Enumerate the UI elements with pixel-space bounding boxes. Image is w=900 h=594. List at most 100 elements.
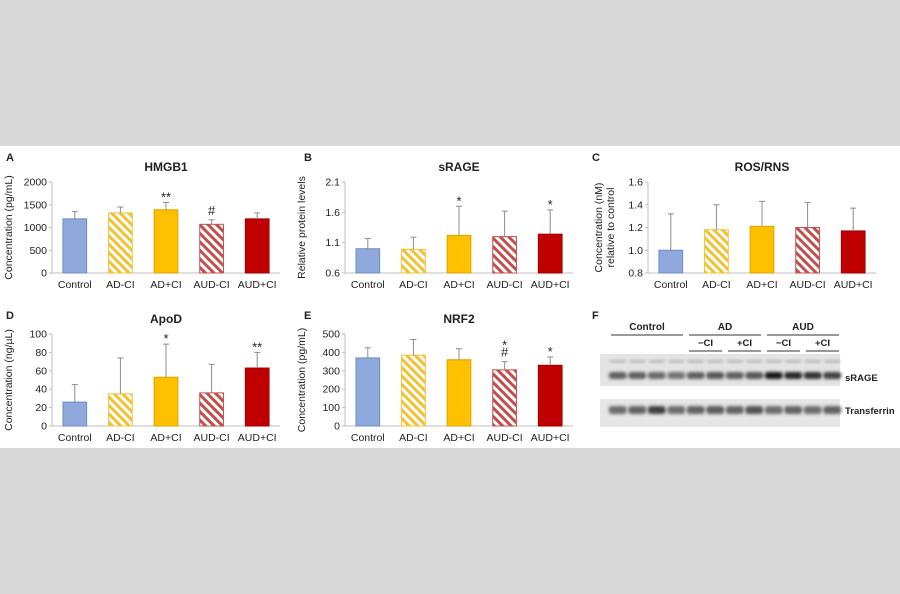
blot-band-srage [803, 372, 822, 379]
bar-aud-ci [795, 227, 820, 274]
blot-band-srage-faint [804, 360, 821, 363]
bar-ad+ci [749, 225, 775, 274]
x-tick-label: Control [351, 432, 385, 444]
chart-title: NRF2 [443, 312, 475, 326]
significance-marker: * [548, 344, 553, 359]
panel-letter-a: A [6, 152, 14, 164]
x-tick-label: AD+CI [150, 432, 181, 444]
blot-band-srage [764, 372, 783, 379]
bar-aud-ci [199, 223, 224, 274]
blot-band-srage [823, 372, 842, 379]
blot-band-srage-faint [746, 360, 763, 363]
significance-marker: # [501, 345, 509, 360]
chart-title: ROS/RNS [735, 160, 790, 174]
bar-aud-ci [492, 236, 517, 274]
bar-ad-ci [704, 229, 729, 274]
chart-title: HMGB1 [144, 160, 188, 174]
significance-marker: # [208, 203, 216, 218]
blot-band-transferrin [608, 406, 627, 414]
y-tick-label: 80 [35, 347, 47, 359]
panel-letter-f: F [592, 310, 599, 322]
blot-band-transferrin [647, 406, 666, 414]
y-tick-label: 500 [29, 245, 47, 257]
bar-aud-ci [492, 369, 517, 427]
x-tick-label: AD-CI [106, 279, 135, 291]
chart-title: ApoD [150, 312, 182, 326]
blot-group-label: AUD [792, 322, 814, 333]
y-tick-label: 20 [35, 402, 47, 414]
chart-ros-rns: ROS/RNS Concentration (nM) relative to con… [593, 160, 876, 291]
significance-marker: ** [161, 189, 171, 204]
bar-ad+ci [153, 209, 179, 274]
blot-band-srage-faint [785, 360, 802, 363]
blot-band-srage [706, 372, 725, 379]
blot-band-transferrin [667, 406, 686, 414]
x-tick-label: AD+CI [443, 279, 474, 291]
significance-marker: * [548, 197, 553, 212]
blot-band-srage [647, 372, 666, 379]
blot-subgroup-label: +CI [737, 338, 752, 349]
blot-band-srage-faint [668, 360, 685, 363]
blot-band-transferrin [745, 406, 764, 414]
blot-band-transferrin [803, 406, 822, 414]
blot-band-srage-faint [824, 360, 841, 363]
y-tick-label: 1.4 [628, 199, 643, 211]
bar-control [355, 248, 381, 274]
blot-subgroup-label: −CI [698, 338, 713, 349]
bar-ad-ci [401, 354, 426, 427]
x-tick-label: Control [58, 432, 92, 444]
x-tick-label: Control [654, 279, 688, 291]
chart-apod: ApoD Concentration (ng/µL) 0 20 40 60 80 100 Con… [3, 312, 280, 444]
panel-letter-d: D [6, 310, 14, 322]
y-tick-label: 100 [322, 402, 340, 414]
x-tick-label: AUD-CI [487, 279, 523, 291]
significance-marker: ** [252, 339, 262, 354]
chart-nrf2: NRF2 Concentration (pg/mL) 0 100 200 300 400 50… [296, 312, 573, 444]
significance-marker: * [456, 193, 461, 208]
x-tick-label: AUD+CI [531, 279, 570, 291]
blot-band-srage [686, 372, 705, 379]
bar-control [658, 249, 684, 274]
bar-ad-ci [108, 212, 133, 274]
blot-band-srage [608, 372, 627, 379]
y-tick-label: 40 [35, 384, 47, 396]
y-tick-label: 100 [29, 329, 47, 341]
y-tick-label: 0 [334, 421, 340, 433]
blot-group-label: AD [718, 322, 732, 333]
blot-band-srage-faint [648, 360, 665, 363]
blot-band-srage-faint [707, 360, 724, 363]
blot-band-label-transferrin: Transferrin [845, 406, 895, 417]
blot-band-srage [628, 372, 647, 379]
blot-subgroup-label: +CI [815, 338, 830, 349]
y-tick-label: 2000 [24, 177, 48, 189]
blot-band-srage-faint [629, 360, 646, 363]
x-tick-label: AUD+CI [834, 279, 873, 291]
bar-ad+ci [153, 376, 179, 427]
x-tick-label: AD+CI [746, 279, 777, 291]
y-tick-label: 1500 [24, 199, 48, 211]
panel-letter-b: B [304, 152, 312, 164]
blot-band-srage [784, 372, 803, 379]
y-axis-label: Concentration (pg/mL) [3, 175, 15, 279]
bar-aud+ci [244, 367, 270, 427]
x-tick-label: AD-CI [702, 279, 731, 291]
bar-aud+ci [840, 230, 866, 274]
bar-control [62, 218, 88, 274]
bar-control [355, 357, 381, 427]
x-tick-label: Control [351, 279, 385, 291]
blot-subgroup-label: −CI [776, 338, 791, 349]
panel-letter-e: E [304, 310, 311, 322]
blot-group-label: Control [629, 322, 665, 333]
chart-title: sRAGE [438, 160, 479, 174]
x-tick-label: AUD-CI [487, 432, 523, 444]
blot-band-transferrin [784, 406, 803, 414]
y-tick-label: 0.6 [325, 268, 340, 280]
y-tick-label: 1000 [24, 222, 48, 234]
significance-marker: * [163, 331, 168, 346]
y-tick-label: 500 [322, 329, 340, 341]
x-tick-label: AUD-CI [194, 279, 230, 291]
bar-ad+ci [446, 359, 472, 427]
figure-svg: A B C D E F HMGB1 Concentration (pg/mL) 0 5… [3, 152, 895, 444]
blot-band-srage [725, 372, 744, 379]
blot-band-srage-faint [687, 360, 704, 363]
